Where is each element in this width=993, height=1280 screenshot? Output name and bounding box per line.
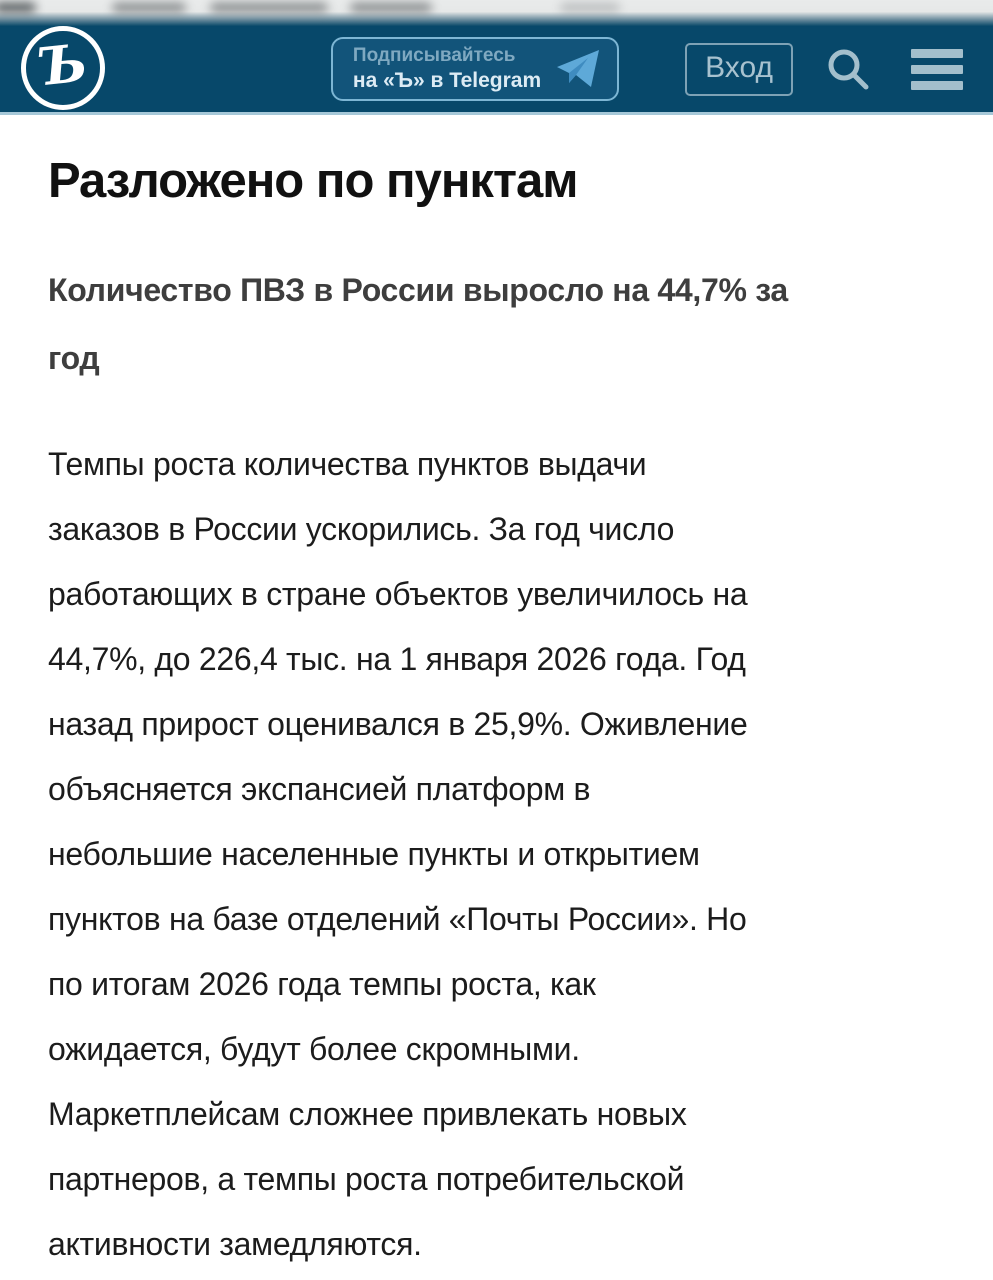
search-icon [828, 49, 869, 90]
site-header: Ъ Подписывайтесь на «Ъ» в Telegram Вход [0, 26, 993, 115]
search-button[interactable] [825, 46, 871, 92]
body-line: Маркетплейсам сложнее привлекать новых [48, 1096, 687, 1132]
telegram-subscribe-button[interactable]: Подписывайтесь на «Ъ» в Telegram [330, 37, 620, 101]
login-button[interactable]: Вход [685, 42, 793, 96]
body-line: 44,7%, до 226,4 тыс. на 1 января 2026 го… [48, 641, 746, 677]
body-line: объясняется экспансией платформ в [48, 771, 591, 807]
telegram-subscribe-line2: на «Ъ» в Telegram [352, 68, 542, 92]
kommersant-b-logo: Ъ [34, 32, 91, 98]
article-body: Темпы роста количества пунктов выдачи зак… [48, 432, 945, 1277]
page-title: Разложено по пунктам [48, 154, 578, 208]
body-line: пунктов на базе отделений «Почты России»… [48, 901, 747, 937]
telegram-plane-icon [557, 50, 600, 87]
menu-bar [911, 80, 963, 90]
menu-bar [911, 64, 963, 74]
blur-artifact [112, 3, 186, 12]
body-line: заказов в России ускорились. За год числ… [48, 511, 675, 547]
body-line: партнеров, а темпы роста потребительской [48, 1161, 685, 1197]
status-bar-blur [0, 0, 993, 26]
blur-artifact [210, 3, 328, 12]
subtitle-line: Количество ПВЗ в России выросло на 44,7%… [48, 272, 788, 308]
menu-bar [911, 48, 963, 58]
body-line: по итогам 2026 года темпы роста, как [48, 966, 596, 1002]
body-line: ожидается, будут более скромными. [48, 1031, 580, 1067]
body-line: назад прирост оценивался в 25,9%. Оживле… [48, 706, 748, 742]
article-subtitle: Количество ПВЗ в России выросло на 44,7%… [48, 256, 945, 392]
blur-artifact [350, 3, 432, 12]
body-line: небольшие населенные пункты и открытием [48, 836, 700, 872]
body-line: Темпы роста количества пунктов выдачи [48, 446, 647, 482]
hamburger-menu-icon[interactable] [911, 48, 963, 90]
telegram-subscribe-label: Подписывайтесь на «Ъ» в Telegram [353, 45, 541, 93]
article: Разложено по пунктам Количество ПВЗ в Ро… [0, 152, 993, 1277]
blur-artifact [560, 3, 620, 12]
subtitle-line: год [48, 340, 100, 376]
body-line: работающих в стране объектов увеличилось… [48, 576, 748, 612]
kommersant-logo[interactable]: Ъ [21, 26, 105, 110]
body-line: активности замедляются. [48, 1226, 422, 1262]
blur-artifact [0, 3, 36, 12]
telegram-subscribe-line1: Подписывайтесь [352, 45, 516, 67]
